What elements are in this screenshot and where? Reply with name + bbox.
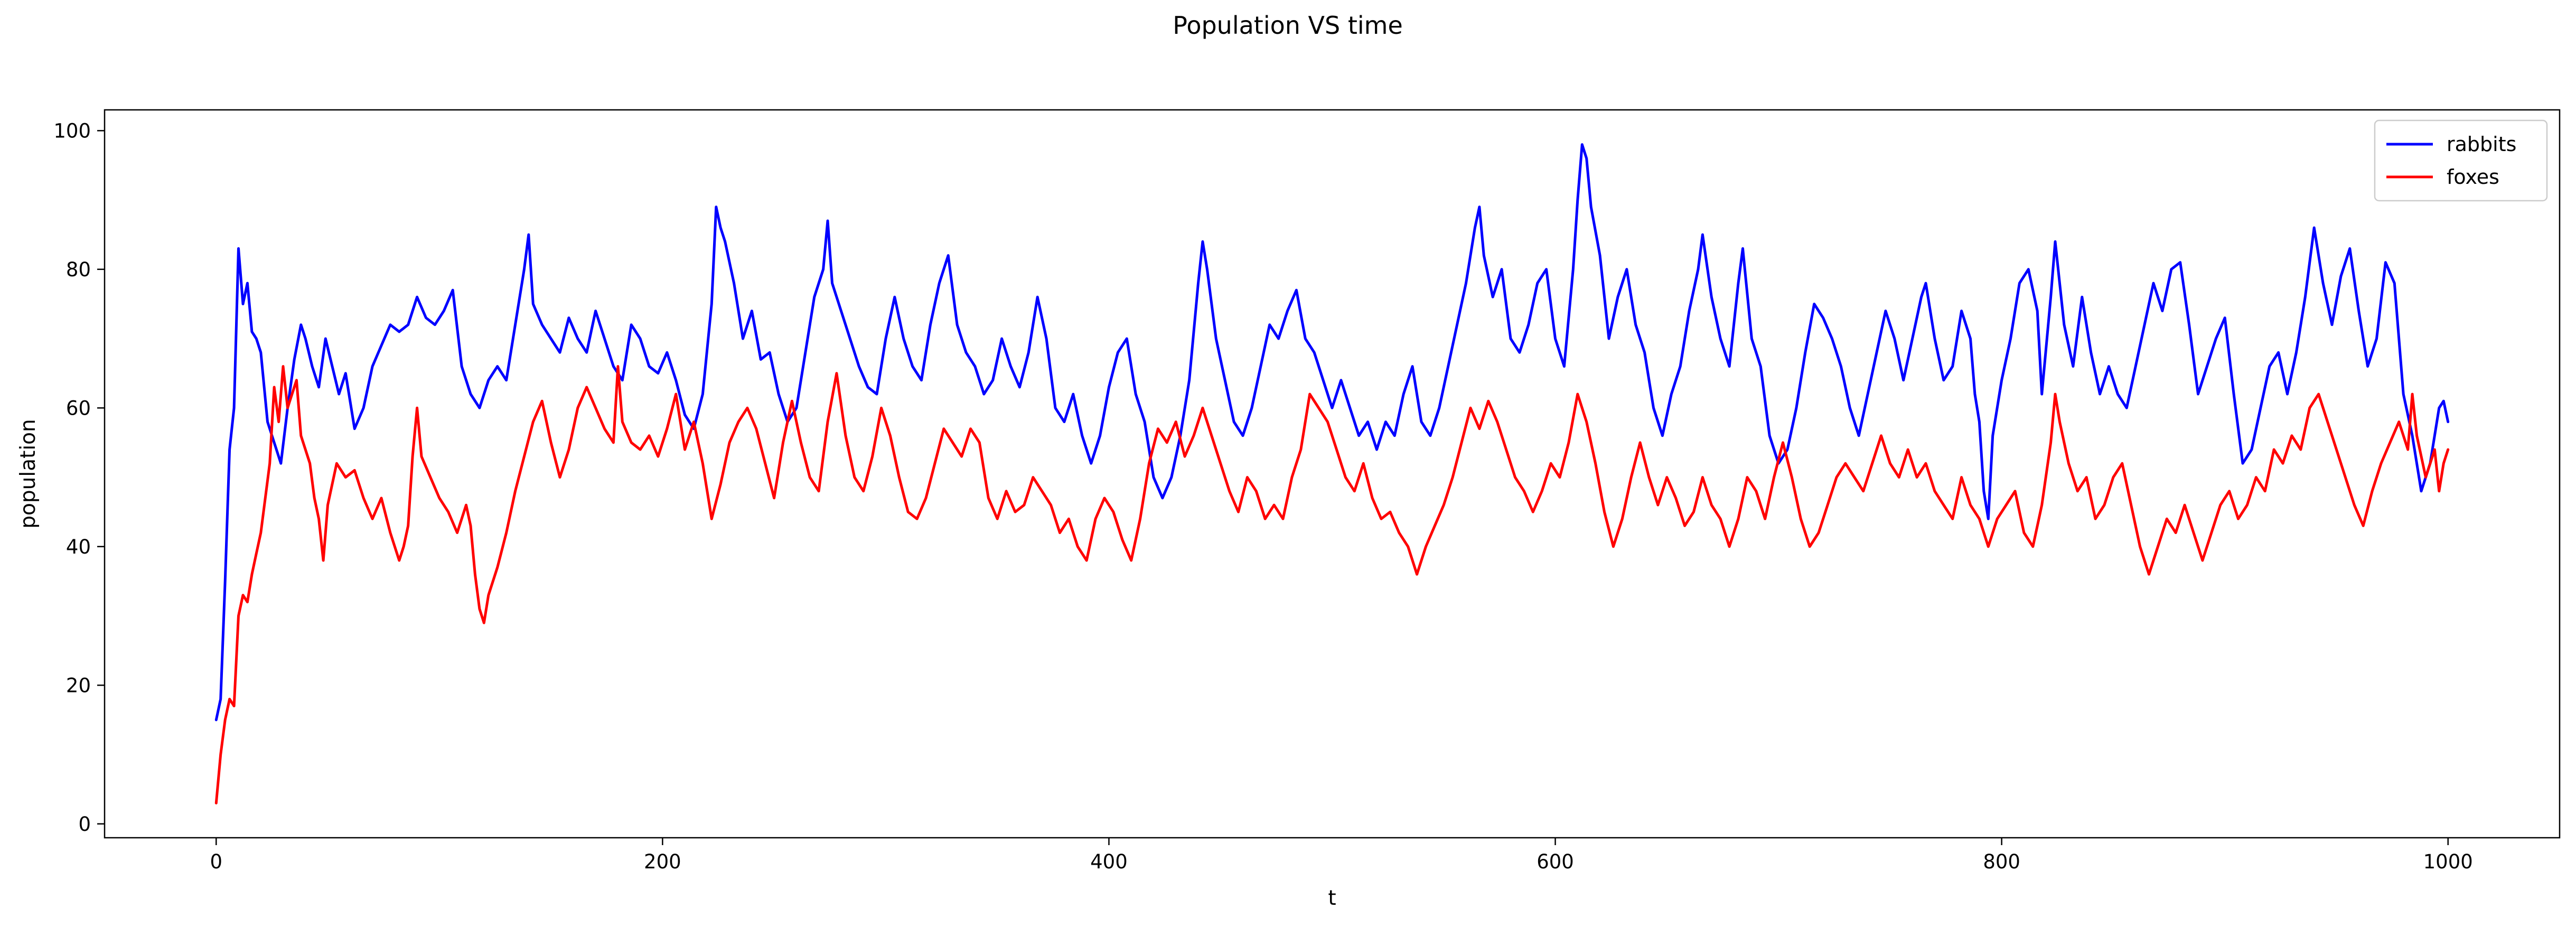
legend-box [2374,119,2548,202]
x-axis-label: t [1328,886,1336,910]
plot-frame [104,109,2561,839]
x-tick-label: 800 [1983,850,2020,873]
x-tick-label: 1000 [2423,850,2473,873]
x-tick-label: 0 [210,850,222,873]
y-tick-label: 0 [78,813,91,836]
legend: rabbits foxes [2374,119,2548,202]
x-axis: 0 200 400 600 800 1000 [210,838,2473,873]
series-line-foxes [214,365,2450,804]
series-line-rabbits [214,143,2450,722]
y-tick-label: 100 [53,119,91,142]
x-tick-label: 400 [1090,850,1128,873]
legend-label-rabbits: rabbits [2447,133,2516,156]
y-tick-label: 60 [66,397,91,419]
x-tick-label: 600 [1537,850,1574,873]
x-tick-label: 200 [644,850,681,873]
legend-label-foxes: foxes [2447,165,2499,189]
y-axis: 0 20 40 60 80 100 [53,119,105,836]
chart-title: Population VS time [1173,11,1403,40]
plot-area [105,110,2560,838]
y-tick-label: 80 [66,258,91,281]
y-tick-label: 20 [66,674,91,697]
series-layer [214,143,2450,804]
y-axis-label: population [16,419,40,529]
y-tick-label: 40 [66,536,91,558]
